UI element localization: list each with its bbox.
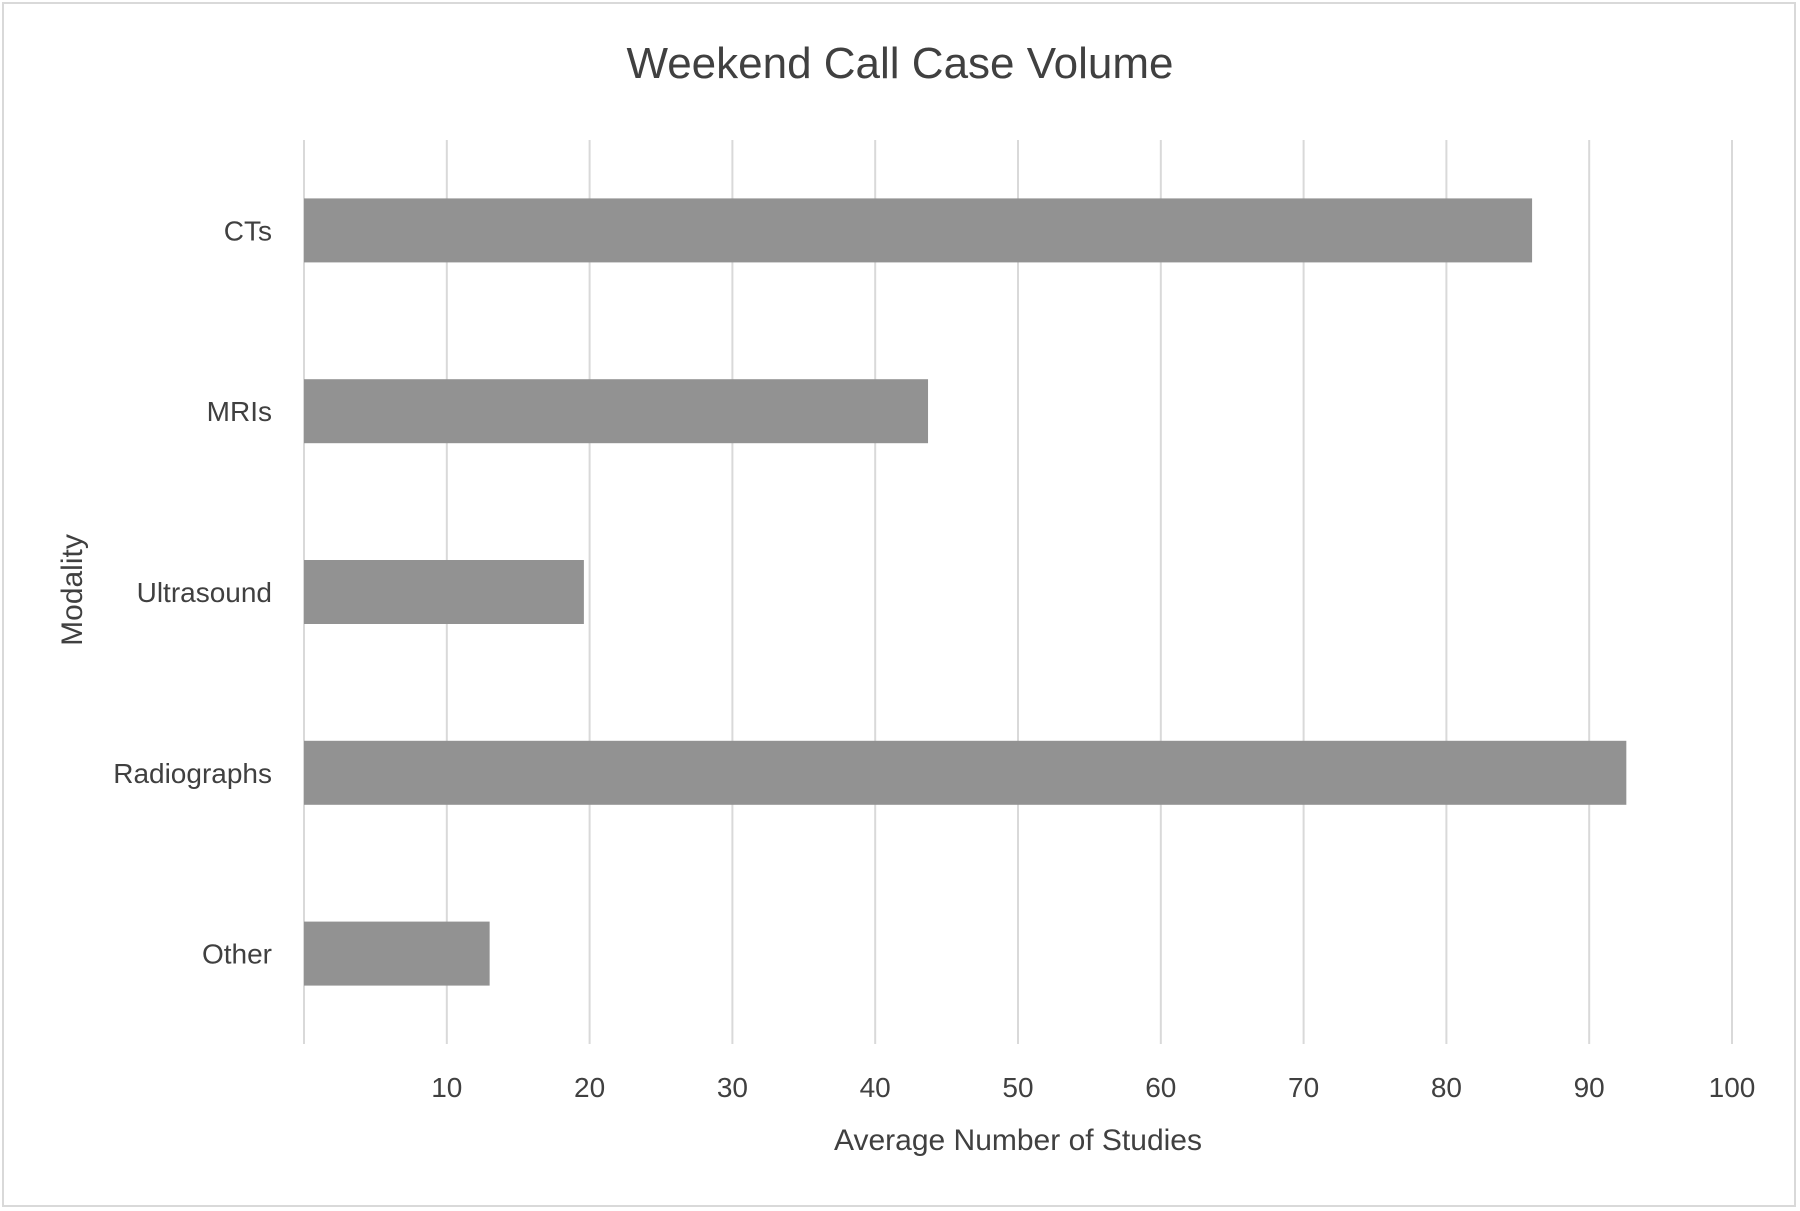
x-tick-label: 80 [1431,1072,1462,1103]
x-tick-label: 50 [1002,1072,1033,1103]
x-tick-label: 100 [1709,1072,1756,1103]
x-tick-label: 40 [860,1072,891,1103]
category-label-radiographs: Radiographs [113,758,272,789]
category-label-ultrasound: Ultrasound [137,577,272,608]
x-tick-label: 20 [574,1072,605,1103]
bars [304,198,1627,986]
category-label-cts: CTs [224,215,272,246]
x-tick-label: 10 [431,1072,462,1103]
bar-cts [304,198,1533,263]
category-label-other: Other [202,939,272,970]
x-axis-label: Average Number of Studies [834,1124,1202,1157]
chart-title: Weekend Call Case Volume [626,39,1173,88]
bar-ultrasound [304,560,584,624]
category-label-mris: MRIs [207,396,272,427]
x-tick-label: 30 [717,1072,748,1103]
y-axis-label: Modality [56,534,89,646]
x-tick-label: 60 [1145,1072,1176,1103]
x-tick-label: 70 [1288,1072,1319,1103]
bar-mris [304,379,929,444]
bar-radiographs [304,740,1627,805]
gridlines [303,140,1733,1044]
x-tick-label: 90 [1574,1072,1605,1103]
bar-other [304,921,490,986]
x-tick-labels: 10 20 30 40 50 60 70 80 90 100 [431,1072,1755,1103]
category-labels: CTs MRIs Ultrasound Radiographs Other [113,215,272,969]
